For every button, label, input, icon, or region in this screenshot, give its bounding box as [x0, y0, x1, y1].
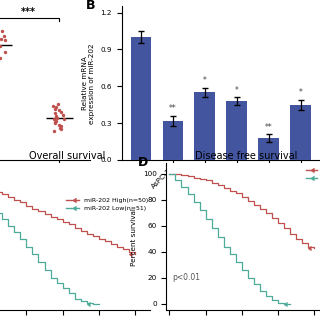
Legend: miR-202 High(n=50), miR-202 Low(n=51): miR-202 High(n=50), miR-202 Low(n=51)	[64, 195, 151, 214]
Text: p<0.01: p<0.01	[172, 273, 200, 283]
Point	[53, 118, 59, 123]
Bar	[195, 92, 215, 160]
Point	[1, 33, 6, 38]
Point	[52, 116, 57, 122]
Point	[50, 103, 55, 108]
Point	[52, 119, 57, 124]
Point	[52, 106, 57, 111]
Point	[56, 102, 61, 107]
Point	[57, 125, 62, 130]
Point	[61, 116, 67, 122]
Point	[3, 37, 8, 43]
Point	[54, 114, 59, 119]
Point	[58, 124, 63, 129]
Bar	[131, 37, 151, 160]
Point	[0, 43, 2, 48]
Point	[3, 49, 8, 54]
Point	[52, 111, 58, 116]
Title: Disease free survival: Disease free survival	[195, 151, 298, 161]
Point	[0, 29, 4, 34]
Legend: , : ,	[304, 166, 320, 183]
Y-axis label: Percent survival: Percent survival	[131, 208, 137, 266]
Point	[61, 112, 66, 117]
Point	[56, 122, 61, 127]
Text: *: *	[203, 76, 207, 85]
Title: Overall survival: Overall survival	[29, 151, 105, 161]
Point	[52, 121, 57, 126]
Text: *: *	[299, 88, 302, 97]
Bar	[258, 138, 279, 160]
Bar	[226, 101, 247, 160]
Text: ***: ***	[21, 7, 36, 17]
Point	[54, 105, 59, 110]
Point	[58, 109, 63, 114]
Point	[58, 127, 63, 132]
Bar	[290, 105, 311, 160]
Point	[0, 55, 3, 60]
Point	[52, 128, 57, 133]
Text: *: *	[235, 86, 239, 95]
Bar	[163, 121, 183, 160]
Text: D: D	[138, 156, 148, 169]
Text: **: **	[169, 104, 177, 113]
Text: **: **	[265, 123, 273, 132]
Y-axis label: Relative mRNA
expression of miR-202: Relative mRNA expression of miR-202	[82, 43, 95, 124]
Point	[57, 108, 62, 113]
Point	[55, 115, 60, 120]
Text: B: B	[86, 0, 95, 12]
Point	[0, 36, 4, 41]
